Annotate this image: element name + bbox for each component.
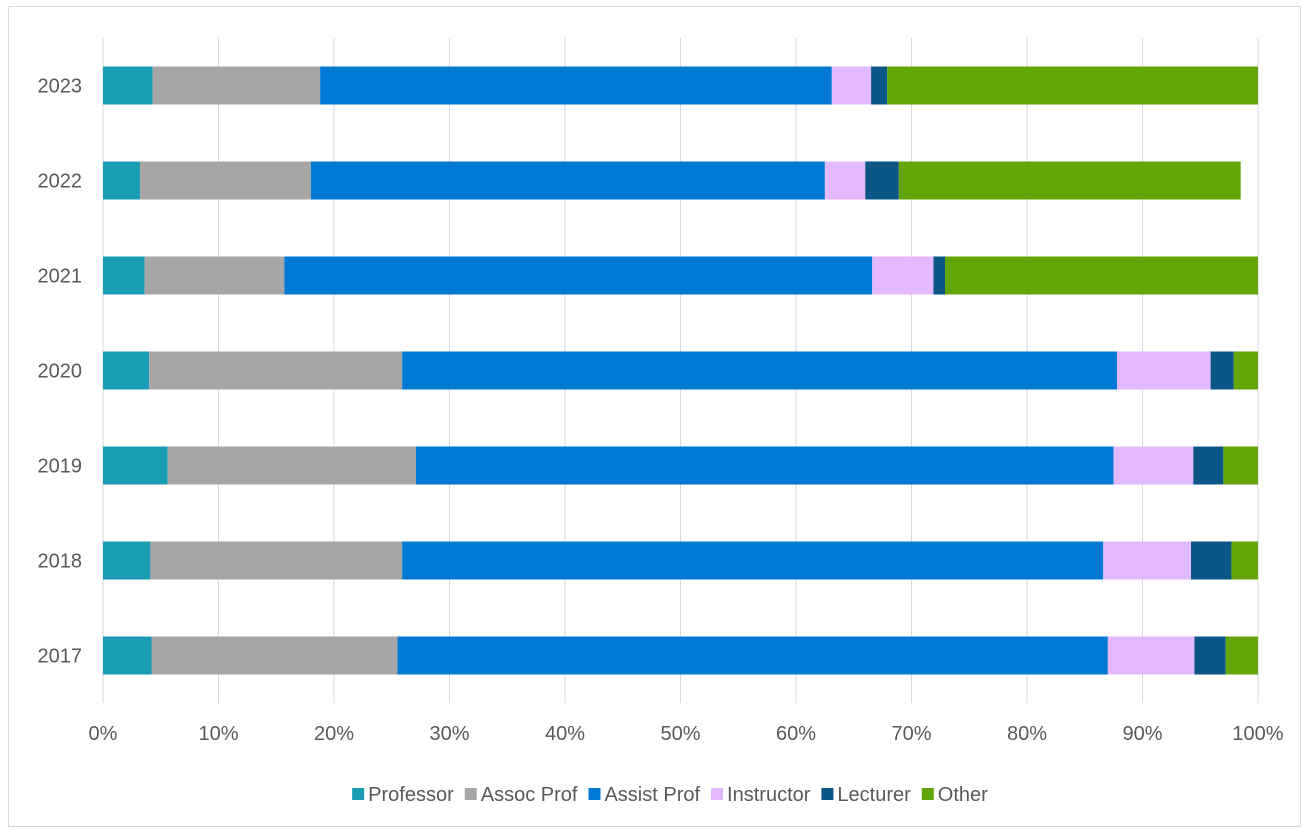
bar-segment-professor [103,636,152,675]
bar-segment-other [944,256,1258,295]
legend-label: Assist Prof [604,784,700,806]
bar-segment-instructor [1107,636,1195,675]
legend-item-instructor: Instructor [711,784,811,806]
legend-label: Assoc Prof [481,784,578,806]
bar-segment-lecturer [871,66,888,105]
bar-segment-assoc-prof [144,256,285,295]
legend-item-professor: Professor [352,784,454,806]
y-tick-label: 2017 [38,646,83,668]
bar-segment-professor [103,161,140,200]
x-tick-label: 100% [1232,723,1283,745]
bar-segment-assist-prof [284,256,873,295]
bar-segment-professor [103,66,153,105]
x-tick-label: 30% [429,723,469,745]
bar-segment-professor [103,446,168,485]
legend: Professor Assoc Prof Assist Prof Instructor… [352,784,988,806]
y-tick-label: 2019 [38,456,83,478]
legend-label: Lecturer [837,784,911,806]
bar-segment-professor [103,541,151,580]
bar-segment-instructor [1103,541,1192,580]
bars [103,66,1258,675]
legend-item-assoc-prof: Assoc Prof [464,784,578,806]
bar-segment-instructor [1113,446,1194,485]
bar-segment-assist-prof [402,541,1104,580]
bar-segment-lecturer [1210,351,1234,390]
x-tick-label: 90% [1122,723,1162,745]
x-tick-label: 20% [314,723,354,745]
bar-segment-assist-prof [310,161,825,200]
bar-segment-lecturer [865,161,899,200]
legend-item-other: Other [921,784,988,806]
y-tick-label: 2018 [38,551,83,573]
legend-swatch [352,788,365,800]
bar-segment-other [1233,351,1258,390]
x-tick-label: 70% [891,723,931,745]
x-tick-label: 40% [545,723,585,745]
x-tick-label: 10% [198,723,238,745]
bar-segment-other [1223,446,1258,485]
bar-segment-assoc-prof [139,161,311,200]
x-tick-label: 50% [660,723,700,745]
bar-segment-assoc-prof [149,351,403,390]
legend-item-assist-prof: Assist Prof [588,784,700,806]
legend-item-lecturer: Lecturer [821,784,911,806]
y-tick-label: 2021 [38,266,83,288]
bar-segment-assist-prof [402,351,1118,390]
bar-segment-lecturer [1191,541,1232,580]
bar-segment-instructor [831,66,872,105]
legend-swatch [711,788,724,800]
bar-segment-assoc-prof [150,541,403,580]
bar-segment-professor [103,256,145,295]
bar-segment-assoc-prof [152,66,321,105]
legend-swatch [821,788,834,800]
bar-segment-assist-prof [397,636,1108,675]
legend-label: Instructor [727,784,811,806]
bar-segment-lecturer [933,256,945,295]
chart-frame [8,6,1301,827]
bar-segment-lecturer [1194,636,1226,675]
bar-segment-assoc-prof [167,446,417,485]
legend-label: Other [938,784,988,806]
x-tick-label: 80% [1007,723,1047,745]
x-tick-label: 0% [89,723,118,745]
legend-label: Professor [368,784,454,806]
bar-segment-professor [103,351,150,390]
legend-swatch [588,788,601,800]
y-tick-label: 2020 [38,361,83,383]
bar-segment-instructor [1117,351,1211,390]
legend-swatch [921,788,934,800]
bar-segment-other [1231,541,1258,580]
legend-swatch [464,788,477,800]
bar-segment-other [898,161,1241,200]
bar-segment-instructor [824,161,866,200]
bar-segment-lecturer [1193,446,1224,485]
y-tick-label: 2023 [38,76,83,98]
x-tick-labels: 0% 10% 20% 30% 40% 50% 60% 70% 80% 90% 100% [89,723,1284,745]
x-tick-label: 60% [776,723,816,745]
y-tick-label: 2022 [38,171,83,193]
bar-segment-assist-prof [320,66,832,105]
bar-segment-assoc-prof [151,636,398,675]
bar-segment-assist-prof [416,446,1114,485]
y-tick-labels: 2017 2018 2019 2020 2021 2022 2023 [38,76,83,668]
bar-segment-other [1225,636,1258,675]
bar-segment-instructor [872,256,934,295]
bar-segment-other [887,66,1258,105]
